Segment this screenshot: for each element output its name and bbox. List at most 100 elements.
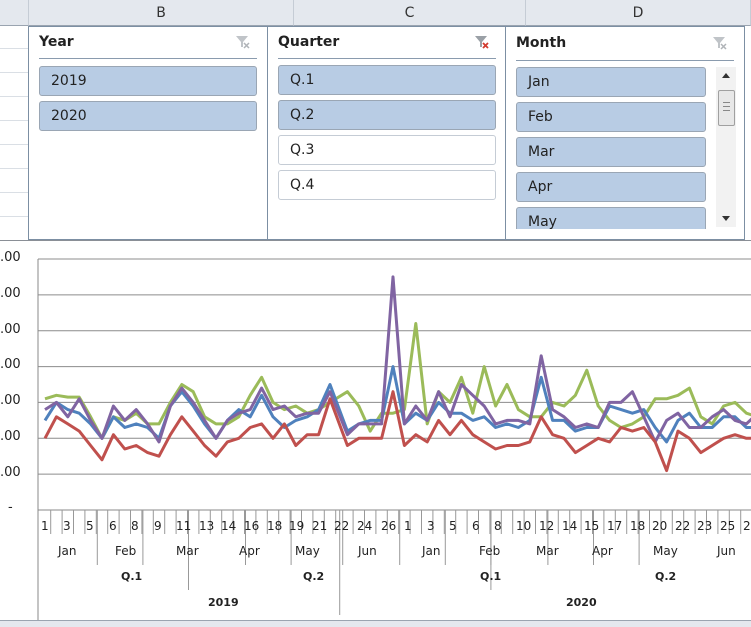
x-tick-month: Feb — [479, 544, 501, 558]
x-tick-week: 13 — [199, 519, 215, 533]
slicer-divider — [39, 58, 257, 59]
y-tick-label: .00 — [0, 393, 21, 408]
slicer-item-apr[interactable]: Apr — [516, 172, 706, 202]
clear-filter-icon[interactable] — [712, 35, 728, 51]
x-tick-month: Jan — [422, 544, 441, 558]
year-slicer: Year 2019 2020 — [28, 26, 268, 240]
column-header-b[interactable]: B — [29, 0, 294, 26]
x-tick-week: 12 — [539, 519, 555, 533]
slicer-item-2019[interactable]: 2019 — [39, 66, 257, 96]
series-line-red[interactable] — [43, 390, 751, 473]
slicer-item-may[interactable]: May — [516, 207, 706, 229]
slicer-item-q4[interactable]: Q.4 — [278, 170, 496, 200]
row-header-corner — [0, 0, 29, 26]
slicer-item-q1[interactable]: Q.1 — [278, 65, 496, 95]
slicer-divider — [278, 58, 496, 59]
x-tick-week: 22 — [675, 519, 691, 533]
x-tick-week: 16 — [244, 519, 260, 533]
x-tick-month: Apr — [592, 544, 613, 558]
plot-area — [37, 258, 751, 621]
x-tick-week: 9 — [154, 519, 162, 533]
x-tick-week: 6 — [109, 519, 117, 533]
x-tick-quarter: Q.2 — [655, 570, 677, 583]
clear-filter-icon[interactable] — [474, 34, 490, 50]
column-header-c[interactable]: C — [294, 0, 526, 26]
clear-filter-icon[interactable] — [235, 34, 251, 50]
row-gridline — [0, 120, 28, 121]
row-gridline — [0, 216, 28, 217]
series-line-purple[interactable] — [44, 275, 751, 444]
x-tick-week: 14 — [221, 519, 237, 533]
row-gridline — [0, 168, 28, 169]
x-tick-year: 2020 — [566, 596, 597, 609]
slicer-item-2020[interactable]: 2020 — [39, 101, 257, 131]
x-tick-week: 23 — [697, 519, 713, 533]
x-tick-week: 22 — [334, 519, 350, 533]
quarter-slicer: Quarter Q.1 Q.2 Q.3 Q.4 — [267, 26, 507, 240]
x-tick-week: 1 — [41, 519, 49, 533]
x-tick-week: 3 — [427, 519, 435, 533]
x-tick-month: Mar — [176, 544, 199, 558]
x-tick-week: 19 — [289, 519, 305, 533]
x-tick-week: 25 — [720, 519, 736, 533]
x-tick-month: Jun — [717, 544, 736, 558]
line-chart[interactable]: .00 .00 .00 .00 .00 .00 .00 - 1 3 5 6 8 9 11 13… — [0, 240, 751, 627]
month-scrollbar[interactable] — [716, 67, 736, 227]
sheet-bottom-bar — [0, 620, 751, 627]
x-tick-month: May — [653, 544, 678, 558]
x-tick-year: 2019 — [208, 596, 239, 609]
column-header-d[interactable]: D — [526, 0, 751, 26]
row-gridline — [0, 72, 28, 73]
scroll-down-icon[interactable] — [721, 215, 731, 223]
y-tick-label: .00 — [0, 357, 21, 372]
slicer-title: Year — [39, 34, 74, 50]
month-items-viewport: Jan Feb Mar Apr May — [506, 65, 716, 229]
slicer-item-q2[interactable]: Q.2 — [278, 100, 496, 130]
y-tick-label: .00 — [0, 465, 21, 480]
x-tick-week: 14 — [562, 519, 578, 533]
x-tick-month: Apr — [239, 544, 260, 558]
x-tick-week: 18 — [630, 519, 646, 533]
y-tick-label: .00 — [0, 322, 21, 337]
x-tick-week: 5 — [86, 519, 94, 533]
x-tick-week: 1 — [404, 519, 412, 533]
y-tick-label: .00 — [0, 286, 21, 301]
x-tick-week: 10 — [516, 519, 532, 533]
x-tick-month: Jan — [58, 544, 77, 558]
x-tick-month: Jun — [358, 544, 377, 558]
series-line-green[interactable] — [44, 322, 751, 440]
x-tick-quarter: Q.2 — [303, 570, 325, 583]
x-tick-week: 6 — [472, 519, 480, 533]
slicer-title: Month — [516, 35, 567, 51]
x-tick-week: 2 — [743, 519, 751, 533]
scroll-up-icon[interactable] — [721, 71, 731, 79]
slicer-item-feb[interactable]: Feb — [516, 102, 706, 132]
x-tick-month: Mar — [536, 544, 559, 558]
x-tick-week: 21 — [312, 519, 328, 533]
slicer-item-mar[interactable]: Mar — [516, 137, 706, 167]
row-gridline — [0, 192, 28, 193]
x-tick-week: 5 — [449, 519, 457, 533]
x-tick-week: 11 — [176, 519, 192, 533]
slicer-item-q3[interactable]: Q.3 — [278, 135, 496, 165]
x-tick-month: Feb — [115, 544, 137, 558]
x-tick-month: May — [295, 544, 320, 558]
scroll-thumb[interactable] — [718, 90, 735, 126]
x-tick-week: 24 — [357, 519, 373, 533]
x-tick-week: 8 — [494, 519, 502, 533]
x-tick-week: 17 — [607, 519, 623, 533]
x-tick-week: 18 — [267, 519, 283, 533]
slicer-divider — [516, 60, 734, 61]
row-gridline — [0, 48, 28, 49]
y-tick-label: - — [8, 500, 13, 515]
month-slicer: Month Jan Feb Mar Apr May — [505, 26, 745, 240]
y-tick-label: .00 — [0, 250, 21, 265]
row-gridline — [0, 144, 28, 145]
x-tick-week: 8 — [131, 519, 139, 533]
x-tick-week: 15 — [584, 519, 600, 533]
x-tick-week: 3 — [63, 519, 71, 533]
slicer-item-jan[interactable]: Jan — [516, 67, 706, 97]
slicer-title: Quarter — [278, 34, 340, 50]
x-tick-week: 26 — [381, 519, 397, 533]
y-tick-label: .00 — [0, 429, 21, 444]
